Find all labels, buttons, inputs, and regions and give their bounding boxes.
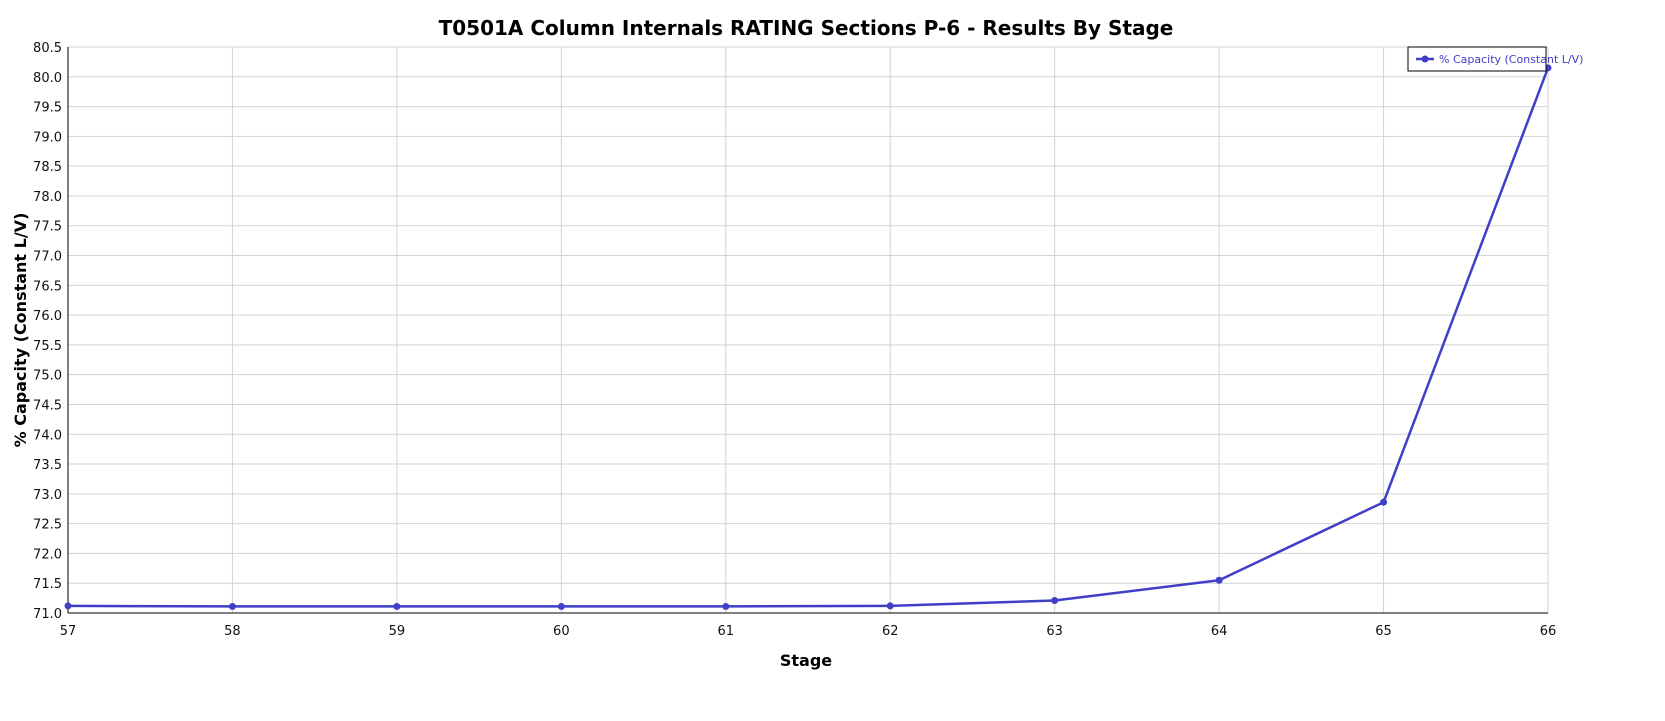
x-tick-label: 61 (718, 624, 735, 639)
y-tick-label: 75.5 (33, 339, 62, 354)
y-tick-label: 74.5 (33, 398, 62, 413)
axes (67, 47, 1548, 614)
y-tick-label: 72.0 (33, 547, 62, 562)
x-tick-label: 66 (1540, 624, 1557, 639)
data-point (1051, 596, 1059, 604)
x-tick-label: 60 (553, 624, 570, 639)
y-tick-label: 71.5 (33, 577, 62, 592)
y-tick-label: 72.5 (33, 518, 62, 533)
x-tick-label: 62 (882, 624, 899, 639)
y-tick-label: 79.5 (33, 101, 62, 116)
tick-labels: 71.0 71.5 72.0 72.5 73.0 73.5 74.0 74.5 75.0 75.5… (33, 41, 1556, 639)
data-point (228, 602, 236, 610)
x-tick-label: 64 (1211, 624, 1228, 639)
legend-swatch-marker (1421, 55, 1429, 63)
y-tick-label: 73.5 (33, 458, 62, 473)
data-point (1380, 498, 1388, 506)
data-point (64, 602, 72, 610)
y-tick-label: 79.0 (33, 130, 62, 145)
y-tick-label: 76.5 (33, 279, 62, 294)
x-tick-label: 59 (389, 624, 406, 639)
x-tick-label: 57 (60, 624, 77, 639)
y-tick-label: 78.5 (33, 160, 62, 175)
data-point (393, 602, 401, 610)
legend-box (1407, 46, 1547, 72)
data-point (557, 602, 565, 610)
x-tick-label: 65 (1375, 624, 1392, 639)
y-tick-label: 75.0 (33, 369, 62, 384)
y-tick-label: 80.0 (33, 71, 62, 86)
y-tick-label: 71.0 (33, 607, 62, 622)
y-tick-label: 73.0 (33, 488, 62, 503)
x-tick-label: 58 (224, 624, 241, 639)
legend: % Capacity (Constant L/V) (1407, 46, 1583, 72)
x-tick-label: 63 (1046, 624, 1063, 639)
x-axis-label: Stage (780, 651, 832, 670)
series-line (67, 67, 1550, 608)
data-point (1215, 576, 1223, 584)
y-tick-label: 74.0 (33, 428, 62, 443)
data-point (722, 602, 730, 610)
y-axis-label: % Capacity (Constant L/V) (11, 213, 30, 448)
chart-title: T0501A Column Internals RATING Sections … (439, 16, 1174, 40)
grid (67, 46, 1549, 614)
y-tick-label: 80.5 (33, 41, 62, 56)
y-tick-label: 76.0 (33, 309, 62, 324)
y-tick-label: 77.5 (33, 220, 62, 235)
data-point (886, 602, 894, 610)
y-tick-label: 78.0 (33, 190, 62, 205)
y-tick-label: 77.0 (33, 250, 62, 265)
series (64, 64, 1552, 610)
legend-label: % Capacity (Constant L/V) (1439, 53, 1583, 66)
